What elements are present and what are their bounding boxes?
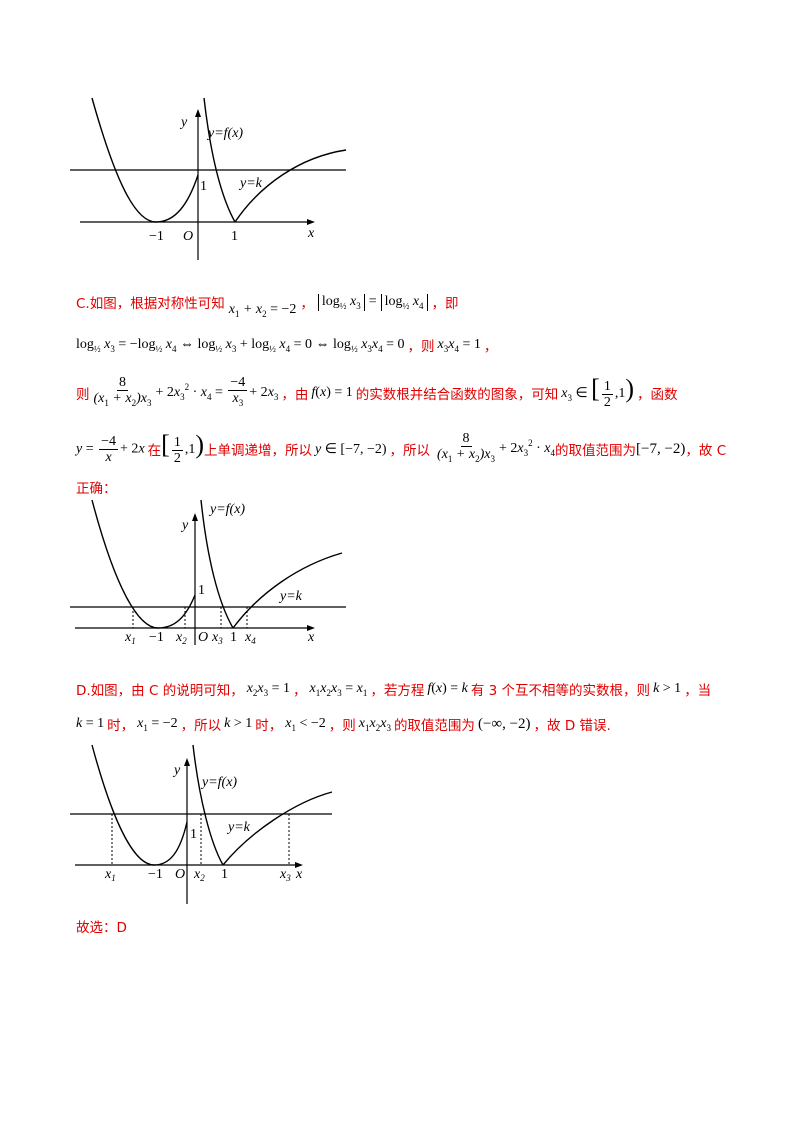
math-range-neg-inf: (−∞, −2) <box>477 715 531 732</box>
math-expression-line3: 8 (x1 + x2)x3 + 2x32 · x4 = −4 x3 + 2x3 <box>93 375 279 408</box>
y-axis-label: y <box>180 518 189 533</box>
x3-label: x3 <box>279 867 291 883</box>
answer-line: 故选：D <box>76 920 127 936</box>
section-c-line-3: 则 8 (x1 + x2)x3 + 2x32 · x4 = −4 x3 + 2x3 ，由… <box>76 374 678 410</box>
math-x1x2x3-eq-x1: x1x2x3 = x1 <box>309 680 368 698</box>
figure-1-graph: y y=f(x) y=k 1 −1 O 1 x <box>70 97 347 260</box>
section-c-line-1: C.如图，根据对称性可知 x1 + x2 = −2 ， log½ x3 = lo… <box>76 293 459 319</box>
y-tick-1: 1 <box>200 179 207 194</box>
x-axis-label: x <box>307 226 315 241</box>
figure-3-graph: y y=f(x) y=k 1 −1 O 1 x x1 x2 x3 <box>70 744 333 904</box>
section-c-intro: C.如图，根据对称性可知 <box>76 296 225 312</box>
math-k-gt-1-b: k > 1 <box>224 716 253 731</box>
figure-2-graph: y y=f(x) y=k 1 −1 O 1 x x1 x2 x3 x4 <box>70 499 346 646</box>
math-log-equivalence: log½ x3 = −log½ x4 ⇔ log½ x3 + log½ x4 =… <box>76 336 405 354</box>
math-x1x2x3: x1x2x3 <box>358 715 391 733</box>
x-tick-minus-1: −1 <box>149 229 164 244</box>
x-axis-label: x <box>307 630 315 645</box>
line-label: y=k <box>238 176 263 191</box>
x-tick-1: 1 <box>221 867 228 882</box>
math-abs-log-x3: log½ x3 <box>317 293 365 311</box>
math-f-x-eq-k: f(x) = k <box>427 681 468 696</box>
origin-label: O <box>175 867 185 882</box>
math-interval-half-1: [1 2,1) <box>161 430 204 466</box>
x2-label: x2 <box>175 630 187 646</box>
section-c-line-5: 正确： <box>76 481 117 497</box>
section-d-line-1: D.如图，由 C 的说明可知， x2x3 = 1 ， x1x2x3 = x1 ，… <box>76 680 712 700</box>
x-tick-minus-1: −1 <box>149 630 164 645</box>
curve-label: y=f(x) <box>200 775 237 790</box>
math-expression-line4: 8 (x1 + x2)x3 + 2x32 · x4 <box>437 431 555 464</box>
math-k-gt-1: k > 1 <box>653 681 682 696</box>
x-axis-label: x <box>295 867 303 882</box>
y-tick-1: 1 <box>198 583 205 598</box>
math-x1-lt-minus-2: x1 < −2 <box>285 715 326 733</box>
x2-label: x2 <box>193 867 205 883</box>
y-axis-label: y <box>179 115 188 130</box>
curve-label: y=f(x) <box>206 126 243 141</box>
x-tick-1: 1 <box>230 630 237 645</box>
math-f-x-eq-1: f(x) = 1 <box>311 385 353 400</box>
math-y-range: y ∈ [−7, −2) <box>315 441 387 457</box>
math-x3x4-eq-1: x3x4 = 1 <box>437 336 481 354</box>
math-function-def: y = −4 x + 2x <box>76 433 145 465</box>
x1-label: x1 <box>124 630 136 646</box>
line-label: y=k <box>226 820 251 835</box>
x3-label: x3 <box>211 630 223 646</box>
y-axis-label: y <box>172 763 181 778</box>
x-tick-1: 1 <box>231 229 238 244</box>
math-x3-interval: x3 ∈ [1 2,1) <box>561 374 635 410</box>
x4-label: x4 <box>244 630 256 646</box>
origin-label: O <box>183 229 193 244</box>
math-abs-log-x4: log½ x4 <box>380 293 428 311</box>
line-label: y=k <box>278 589 303 604</box>
x1-label: x1 <box>104 867 116 883</box>
curve-label: y=f(x) <box>208 502 245 517</box>
math-range-result: [−7, −2) <box>636 440 686 457</box>
origin-label: O <box>198 630 208 645</box>
section-c-line-2: log½ x3 = −log½ x4 ⇔ log½ x3 + log½ x4 =… <box>76 336 498 356</box>
math-x1-plus-x2: x1 + x2 = −2 <box>228 301 297 319</box>
math-x1-eq-minus-2: x1 = −2 <box>137 715 178 733</box>
math-k-eq-1: k = 1 <box>76 716 105 731</box>
math-x2x3-eq-1: x2x3 = 1 <box>246 680 291 698</box>
section-c-line-4: y = −4 x + 2x 在 [1 2,1) 上单调递增，所以 y ∈ [−7, −… <box>76 430 727 466</box>
y-tick-1: 1 <box>190 827 197 842</box>
section-d-line-2: k = 1 时， x1 = −2 ，所以 k > 1 时， x1 < −2 ，则… <box>76 715 611 735</box>
x-tick-minus-1: −1 <box>148 867 163 882</box>
